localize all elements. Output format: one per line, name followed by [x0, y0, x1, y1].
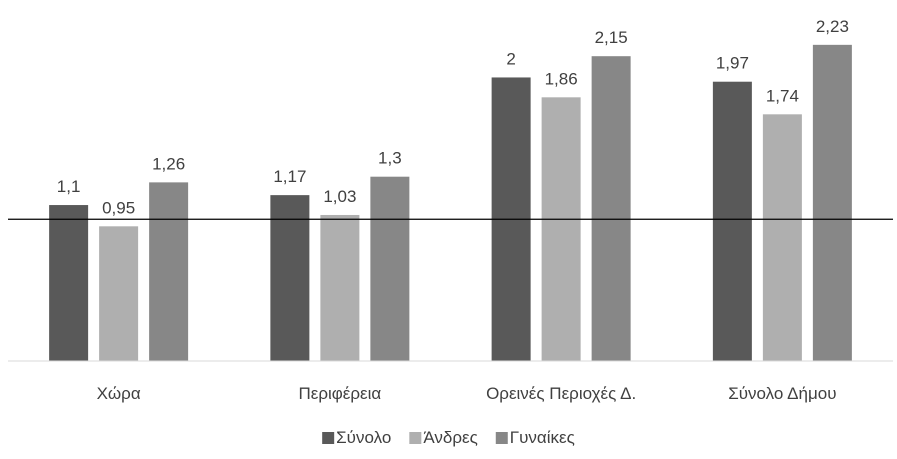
legend-label: Γυναίκες: [510, 428, 575, 447]
bar-3-2: [370, 176, 410, 361]
bar-3-3: [591, 56, 631, 361]
category-label: Ορεινές Περιοχές Δ.: [486, 384, 636, 403]
bar-2-4: [762, 114, 802, 361]
data-label: 1,74: [766, 86, 799, 105]
category-label: Χώρα: [97, 384, 141, 403]
data-label: 2,15: [595, 28, 628, 47]
bar-2-1: [99, 226, 139, 361]
category-label: Περιφέρεια: [298, 384, 381, 403]
bar-1-1: [49, 205, 89, 361]
bar-3-4: [812, 44, 852, 361]
legend-item: Σύνολο: [322, 428, 391, 447]
legend-item: Άνδρες: [409, 428, 478, 447]
legend-label: Άνδρες: [423, 428, 477, 447]
data-labels-layer: 1,1 0,95 1,26 1,17 1,03 1,3 2 1,86 2,15 1,97 1,74 2…: [57, 17, 849, 217]
bar-3-1: [149, 182, 189, 361]
data-label: 2: [506, 49, 515, 68]
data-label: 2,23: [816, 17, 849, 36]
data-label: 1,86: [545, 69, 578, 88]
legend-swatch: [495, 432, 508, 444]
legend-swatch: [409, 432, 422, 444]
category-label: Σύνολο Δήμου: [728, 384, 836, 403]
data-label: 1,97: [716, 54, 749, 73]
data-label: 1,26: [152, 154, 185, 173]
data-label: 0,95: [102, 198, 135, 217]
bar-1-2: [270, 195, 310, 361]
data-label: 1,1: [57, 177, 81, 196]
data-label: 1,03: [323, 187, 356, 206]
data-label: 1,3: [378, 149, 402, 168]
legend-swatch: [322, 432, 335, 444]
legend: Σύνολο Άνδρες Γυναίκες: [322, 428, 575, 447]
legend-item: Γυναίκες: [495, 428, 575, 447]
bar-2-2: [320, 214, 360, 361]
category-labels-layer: Χώρα Περιφέρεια Ορεινές Περιοχές Δ. Σύνολο …: [97, 384, 837, 403]
legend-label: Σύνολο: [336, 428, 391, 447]
bars-layer: [49, 44, 852, 362]
data-label: 1,17: [273, 167, 306, 186]
bar-1-4: [712, 81, 752, 361]
bar-2-3: [541, 97, 581, 361]
